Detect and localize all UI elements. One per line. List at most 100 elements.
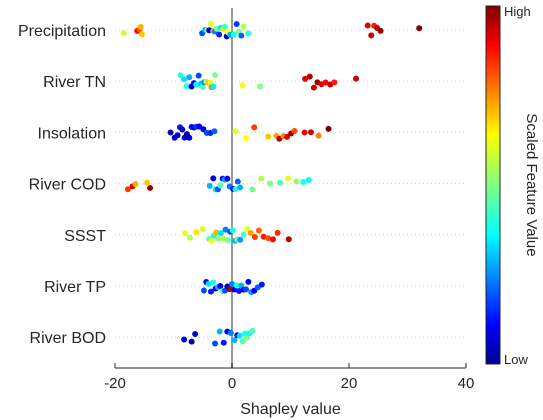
shap-point: [227, 329, 234, 336]
shap-point: [193, 81, 200, 88]
shap-point: [257, 83, 264, 90]
shap-point: [236, 287, 243, 294]
shap-point: [285, 236, 292, 243]
shap-point: [167, 129, 174, 136]
shap-point: [181, 76, 188, 83]
shap-point: [265, 235, 272, 242]
shap-point: [249, 327, 256, 334]
shap-point: [195, 72, 202, 79]
x-axis: -20 0 20 40: [104, 363, 474, 392]
feature-label: River TP: [44, 279, 106, 296]
shap-point: [205, 280, 212, 287]
shap-point: [179, 126, 186, 133]
shap-point: [353, 75, 360, 82]
x-tick-label: -20: [104, 375, 126, 392]
shap-point: [221, 23, 228, 30]
shap-point: [216, 31, 223, 38]
shap-point: [188, 338, 195, 345]
shap-point: [183, 83, 190, 90]
shap-point: [233, 282, 240, 289]
shap-point: [364, 22, 371, 29]
shap-point: [331, 79, 338, 86]
shap-point: [306, 73, 313, 80]
shap-point: [325, 125, 332, 132]
shap-point: [212, 340, 219, 347]
shap-point: [310, 84, 317, 91]
shap-point: [258, 175, 265, 182]
shap-point: [243, 286, 250, 293]
shap-point: [322, 79, 329, 86]
shap-point: [249, 186, 256, 193]
shap-point: [210, 83, 217, 90]
shap-point: [305, 177, 312, 184]
shap-point: [182, 230, 189, 237]
shap-point: [260, 233, 267, 240]
shap-point: [217, 182, 224, 189]
shap-point: [301, 129, 308, 136]
shap-point: [220, 339, 227, 346]
shap-point: [233, 21, 240, 28]
shap-point: [137, 24, 144, 31]
shap-point: [239, 82, 246, 89]
shap-point: [251, 233, 258, 240]
shap-point: [120, 30, 127, 37]
shap-point: [244, 226, 251, 233]
shap-point: [210, 175, 217, 182]
colorbar-title: Scaled Feature Value: [523, 113, 540, 256]
shap-point: [247, 230, 254, 237]
shap-point: [236, 332, 243, 339]
x-tick-label: 0: [228, 375, 236, 392]
shap-point: [230, 31, 237, 38]
shap-point: [265, 133, 272, 140]
shap-point: [138, 31, 145, 38]
shap-point: [285, 175, 292, 182]
shap-point: [186, 134, 193, 141]
x-tick-label: 40: [458, 375, 475, 392]
shap-point: [177, 72, 184, 79]
feature-labels: Precipitation River TN Insolation River COD…: [18, 23, 106, 347]
shap-point: [276, 179, 283, 186]
feature-label: River BOD: [30, 330, 106, 347]
shap-point: [132, 181, 139, 188]
shap-point: [216, 328, 223, 335]
shap-point: [199, 83, 206, 90]
shap-point: [229, 227, 236, 234]
shap-point: [315, 132, 322, 139]
shap-point: [186, 74, 193, 81]
shap-point: [302, 75, 309, 82]
shap-point: [239, 338, 246, 345]
shap-point: [220, 235, 227, 242]
shap-point: [147, 184, 154, 191]
shap-point: [224, 236, 231, 243]
shap-point: [245, 278, 252, 285]
row-gridlines: [115, 29, 466, 338]
shap-point: [267, 180, 274, 187]
shap-point: [181, 336, 188, 343]
shap-point: [307, 129, 314, 136]
shap-point: [174, 132, 181, 139]
shap-point: [215, 235, 222, 242]
shap-point: [229, 280, 235, 287]
shap-point: [208, 237, 215, 244]
shap-point: [232, 186, 239, 193]
shap-point: [243, 135, 250, 142]
shap-point: [213, 229, 220, 236]
shap-point: [377, 27, 384, 34]
feature-label: River COD: [29, 177, 106, 194]
shap-point: [416, 25, 423, 32]
shap-point: [192, 331, 199, 338]
feature-label: Insolation: [38, 125, 107, 142]
shap-point: [124, 186, 131, 193]
shap-point: [238, 32, 245, 39]
shap-point: [217, 283, 224, 290]
shap-point: [240, 231, 247, 238]
shap-point: [234, 178, 241, 185]
shap-point: [186, 234, 193, 241]
shap-point: [217, 230, 224, 237]
shap-point: [231, 337, 238, 344]
shap-point: [255, 227, 262, 234]
shap-point: [200, 287, 207, 294]
data-points: [120, 20, 423, 347]
